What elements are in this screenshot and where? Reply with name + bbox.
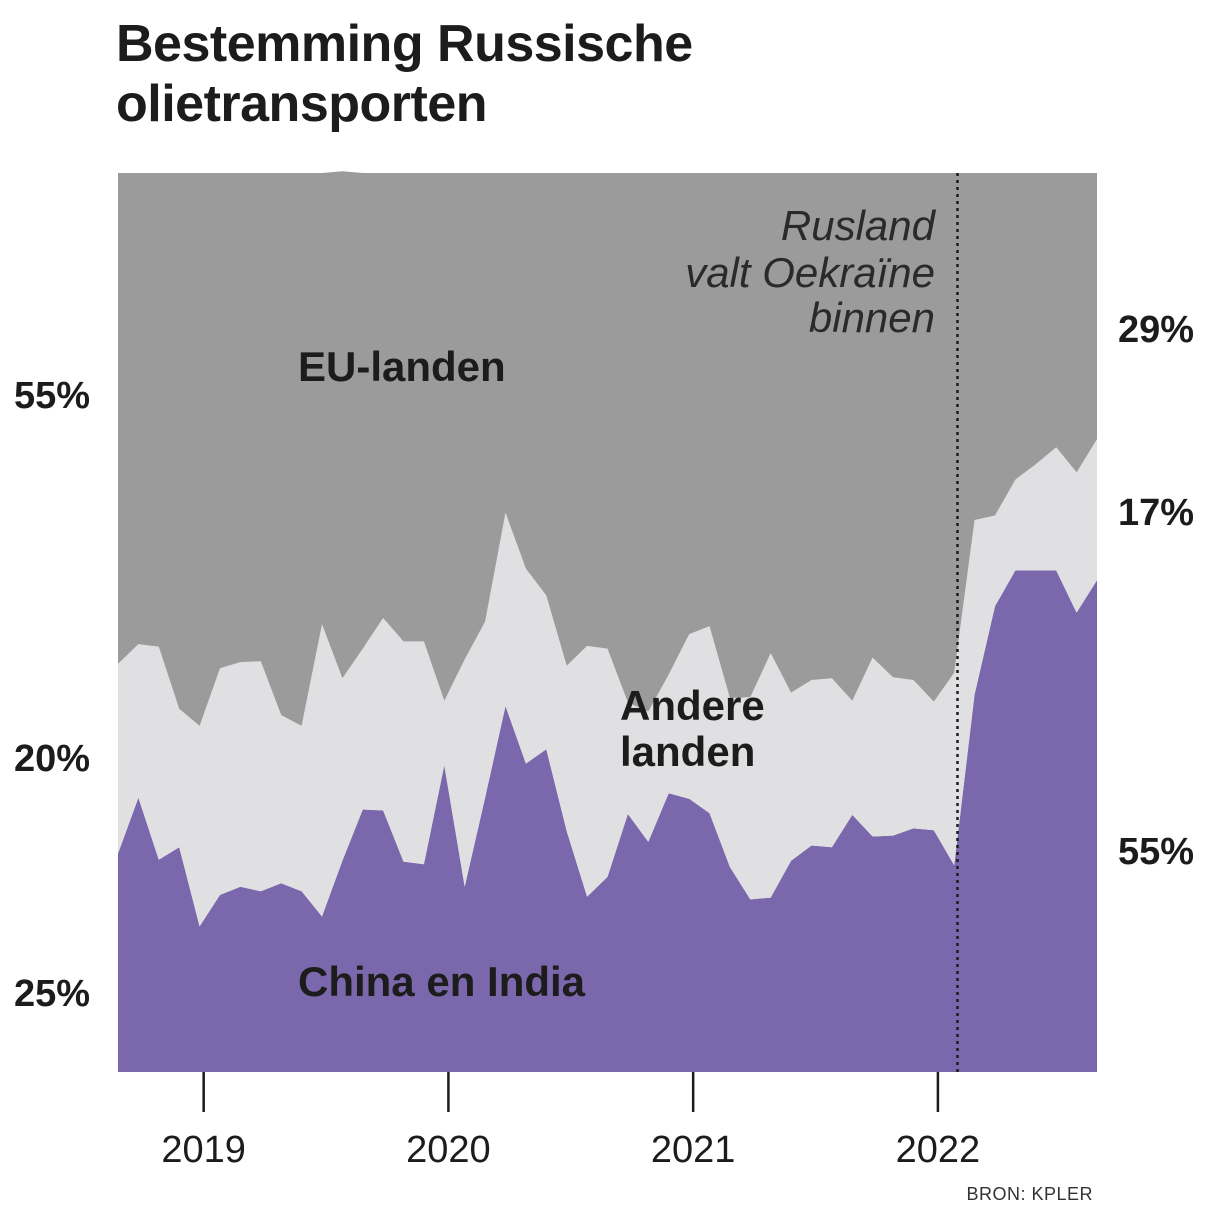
right-label-other: 17% bbox=[1118, 492, 1194, 534]
chart-title: Bestemming Russische olietransporten bbox=[116, 14, 693, 134]
left-label-other: 20% bbox=[14, 738, 90, 780]
x-axis: 2019 2020 2021 2022 bbox=[161, 1072, 980, 1171]
annotation-line3: binnen bbox=[809, 294, 935, 341]
area-other bbox=[118, 439, 1097, 927]
area-eu bbox=[118, 171, 1097, 726]
left-label-china-india: 25% bbox=[14, 973, 90, 1015]
annotation-line1: Rusland bbox=[781, 202, 937, 249]
annotation-line2: valt Oekraïne bbox=[685, 249, 935, 296]
x-tick-label-2019: 2019 bbox=[161, 1129, 246, 1171]
x-tick-label-2020: 2020 bbox=[406, 1129, 491, 1171]
source-note: BRON: KPLER bbox=[966, 1184, 1093, 1204]
left-label-eu: 55% bbox=[14, 375, 90, 417]
right-label-china-india: 55% bbox=[1118, 831, 1194, 873]
right-label-eu: 29% bbox=[1118, 309, 1194, 351]
area-china_india bbox=[118, 570, 1097, 1072]
chart-title-line1: Bestemming Russische bbox=[116, 15, 693, 73]
chart-title-line2: olietransporten bbox=[116, 75, 487, 133]
area-label-other-line2: landen bbox=[620, 728, 755, 775]
x-tick-label-2021: 2021 bbox=[651, 1129, 736, 1171]
area-label-china-india: China en India bbox=[298, 958, 586, 1005]
chart-areas bbox=[118, 171, 1097, 1072]
area-label-eu: EU-landen bbox=[298, 343, 506, 390]
x-tick-label-2022: 2022 bbox=[896, 1129, 981, 1171]
area-label-other-line1: Andere bbox=[620, 682, 765, 729]
